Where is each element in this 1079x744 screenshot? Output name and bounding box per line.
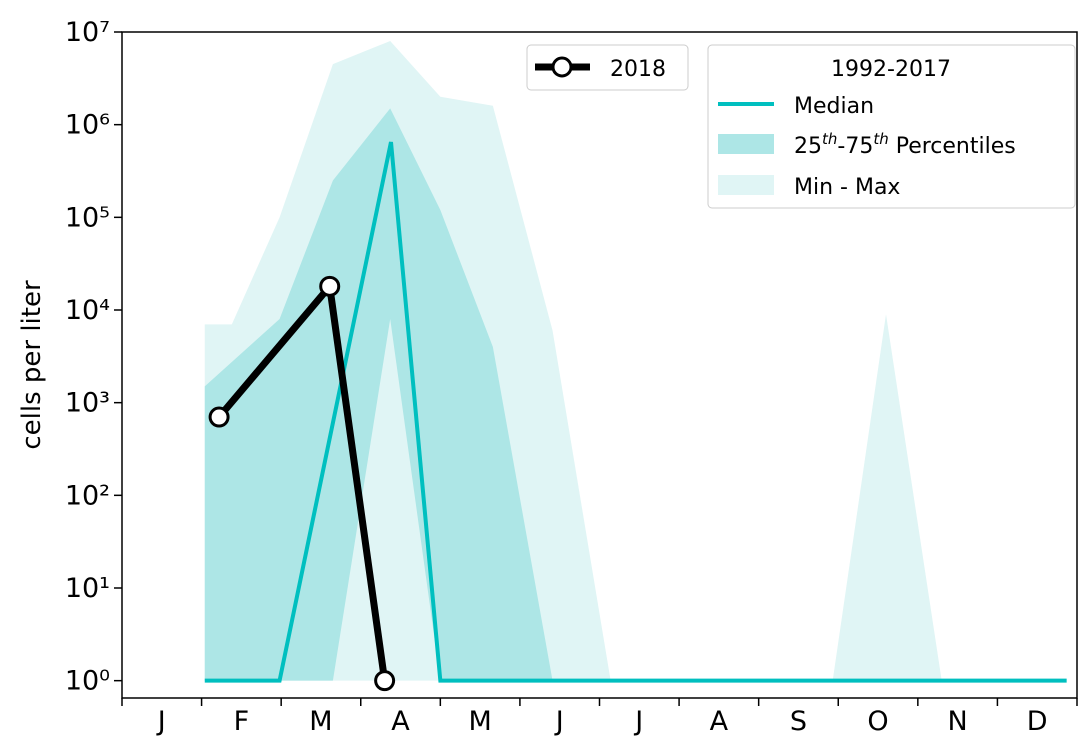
y-tick-label: 10²	[65, 480, 110, 511]
legend-box	[526, 44, 689, 91]
legend-swatch	[718, 175, 774, 195]
legend-swatch	[551, 56, 573, 78]
legend-label-part: th	[822, 130, 837, 148]
x-tick-label: J	[554, 706, 564, 737]
x-tick-label: M	[309, 706, 332, 737]
y-tick-label: 10⁶	[65, 110, 110, 141]
x-tick-label: O	[867, 706, 888, 737]
y-tick-label: 10⁰	[65, 666, 110, 697]
y-tick-label: 10³	[65, 388, 110, 419]
marker	[319, 275, 341, 297]
x-tick-label: F	[234, 706, 250, 737]
legend-label: 25th-75th Percentiles	[794, 130, 1016, 159]
legend-label-part: -75	[837, 134, 873, 159]
y-tick-label: 10¹	[65, 573, 110, 604]
x-tick-label: S	[790, 706, 807, 737]
band	[204, 108, 553, 681]
y-tick-label: 10⁵	[65, 202, 110, 233]
y-axis-label: cells per liter	[17, 280, 47, 450]
x-tick-label: A	[391, 706, 410, 737]
legend-label-part: Min - Max	[794, 175, 900, 200]
x-tick-label: J	[633, 706, 643, 737]
line	[204, 141, 1067, 683]
y-tick-label: 10⁴	[65, 295, 110, 326]
legend-label: Median	[794, 94, 874, 119]
x-tick-label: D	[1027, 706, 1048, 737]
legend-label-part: 25	[794, 134, 822, 159]
legend-title: 1992-2017	[831, 57, 951, 82]
legend-label: 2018	[610, 57, 666, 82]
legend-swatch	[718, 134, 774, 154]
legend-box	[707, 44, 1076, 209]
marker	[374, 670, 396, 692]
legend-label: Min - Max	[794, 175, 900, 200]
marker	[208, 406, 230, 428]
x-tick-label: J	[156, 706, 166, 737]
legend-label-part: Percentiles	[889, 134, 1016, 159]
x-tick-label: M	[468, 706, 491, 737]
x-tick-label: N	[948, 706, 968, 737]
legend-label-part: th	[873, 130, 888, 148]
y-tick-label: 10⁷	[65, 17, 110, 48]
x-tick-label: A	[710, 706, 729, 737]
